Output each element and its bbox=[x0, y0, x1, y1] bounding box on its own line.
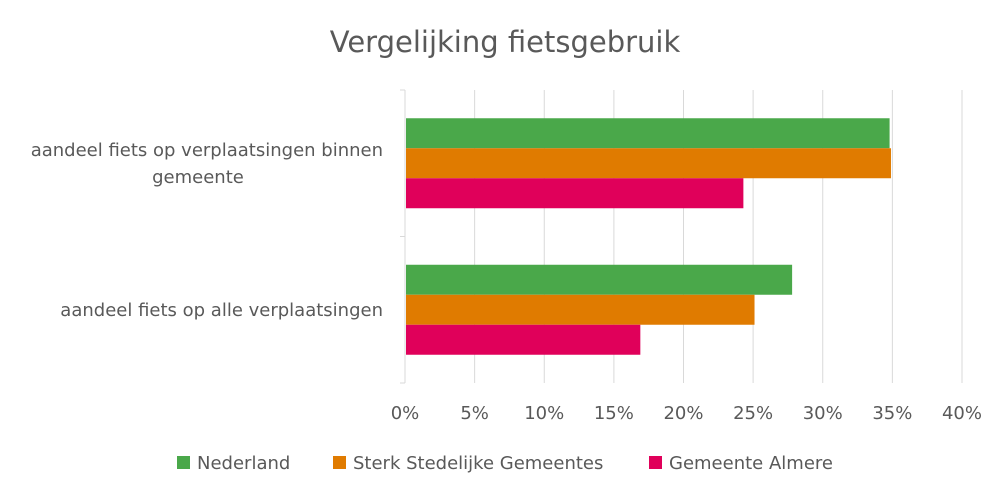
bar bbox=[406, 264, 793, 295]
x-tick-label: 20% bbox=[663, 403, 703, 424]
category-label: gemeente bbox=[152, 167, 244, 188]
x-tick-label: 40% bbox=[942, 403, 982, 424]
x-tick-label: 25% bbox=[733, 403, 773, 424]
bar bbox=[406, 178, 744, 209]
x-tick-label: 5% bbox=[460, 403, 489, 424]
x-tick-label: 15% bbox=[594, 403, 634, 424]
legend-label: Gemeente Almere bbox=[669, 453, 833, 474]
category-label: aandeel fiets op verplaatsingen binnen bbox=[31, 140, 383, 161]
x-tick-label: 10% bbox=[524, 403, 564, 424]
x-axis-tick-labels: 0% 5% 10% 15% 20% 25% 30% 35% 40% bbox=[391, 403, 982, 424]
bars bbox=[406, 118, 891, 355]
category-label: aandeel fiets op alle verplaatsingen bbox=[60, 300, 383, 321]
legend-label: Sterk Stedelijke Gemeentes bbox=[353, 453, 603, 474]
x-tick-label: 30% bbox=[803, 403, 843, 424]
category-labels: aandeel fiets op verplaatsingen binnen ge… bbox=[31, 140, 383, 321]
legend-swatch bbox=[649, 456, 662, 469]
bar bbox=[406, 324, 641, 355]
legend-label: Nederland bbox=[197, 453, 290, 474]
legend-swatch bbox=[333, 456, 346, 469]
x-tick-label: 0% bbox=[391, 403, 420, 424]
bar bbox=[406, 294, 755, 325]
legend: Nederland Sterk Stedelijke Gemeentes Gemee… bbox=[177, 453, 833, 474]
x-tick-label: 35% bbox=[872, 403, 912, 424]
bar bbox=[406, 148, 891, 179]
bar bbox=[406, 118, 890, 149]
legend-swatch bbox=[177, 456, 190, 469]
chart-title: Vergelijking fietsgebruik bbox=[330, 25, 681, 59]
